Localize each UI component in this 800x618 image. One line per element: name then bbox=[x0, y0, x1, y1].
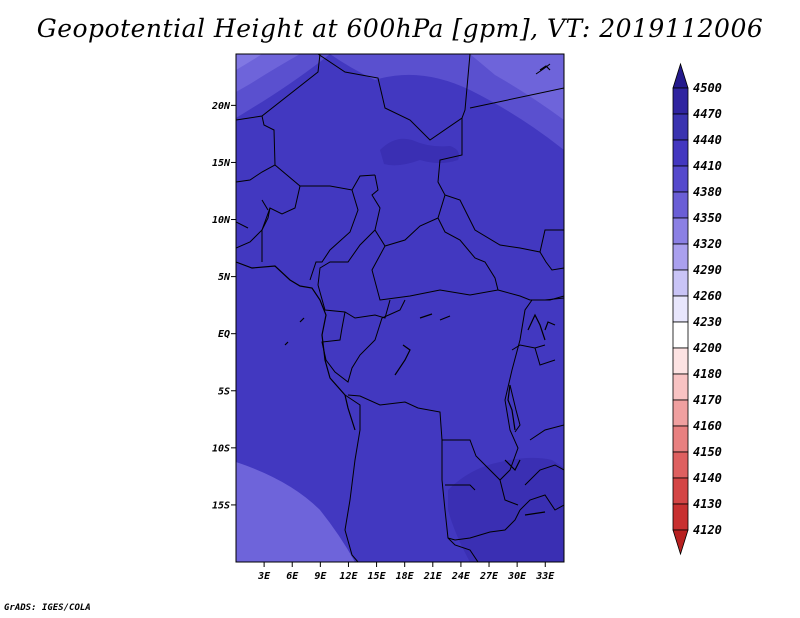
political-borders bbox=[236, 54, 564, 562]
lon-tick-label: 21E bbox=[423, 571, 443, 582]
field-band-nw-inner bbox=[236, 54, 300, 92]
lon-tick-label: 6E bbox=[286, 571, 299, 582]
latitude-axis: 20N 15N 10N 5N EQ 5S 10S 15S bbox=[211, 101, 236, 511]
colorbar-level-label: 4500 bbox=[693, 81, 722, 95]
colorbar-level-label: 4290 bbox=[693, 263, 722, 277]
lat-tick-label: 15N bbox=[212, 158, 231, 169]
colorbar-swatch bbox=[672, 113, 689, 141]
colorbar-swatch bbox=[672, 347, 689, 375]
lon-tick-label: 18E bbox=[396, 571, 415, 582]
colorbar-level-label: 4170 bbox=[693, 393, 722, 407]
lat-tick-label: EQ bbox=[218, 329, 230, 340]
colorbar-swatch bbox=[672, 477, 689, 505]
colorbar-swatch bbox=[672, 295, 689, 323]
lat-tick-label: 10S bbox=[212, 443, 230, 454]
lon-tick-label: 3E bbox=[257, 571, 271, 582]
colorbar-swatch bbox=[672, 503, 689, 531]
colorbar-level-label: 4440 bbox=[693, 133, 722, 147]
colorbar-swatch bbox=[672, 217, 689, 245]
lon-tick-label: 33E bbox=[535, 571, 555, 582]
lon-tick-label: 30E bbox=[507, 571, 527, 582]
colorbar-swatch bbox=[672, 425, 689, 453]
colorbar-level-label: 4180 bbox=[693, 367, 722, 381]
geopotential-field bbox=[236, 54, 564, 562]
colorbar-swatch bbox=[672, 399, 689, 427]
colorbar-swatch bbox=[672, 451, 689, 479]
colorbar-level-label: 4150 bbox=[693, 445, 722, 459]
colorbar-level-label: 4140 bbox=[693, 471, 722, 485]
lon-tick-label: 27E bbox=[479, 571, 499, 582]
colorbar-level-label: 4380 bbox=[693, 185, 722, 199]
colorbar-level-label: 4350 bbox=[693, 211, 722, 225]
colorbar-level-label: 4410 bbox=[693, 159, 722, 173]
map-title: Geopotential Height at 600hPa [gpm], VT:… bbox=[36, 14, 764, 43]
colorbar-swatch bbox=[672, 243, 689, 271]
colorbar: 4500 4470 4440 4410 4380 4350 4320 4290 4260 4230… bbox=[672, 62, 722, 556]
lon-tick-label: 24E bbox=[451, 571, 471, 582]
colorbar-swatch bbox=[672, 165, 689, 193]
lat-tick-label: 20N bbox=[211, 101, 231, 112]
colorbar-level-label: 4230 bbox=[693, 315, 722, 329]
colorbar-swatch bbox=[672, 373, 689, 401]
lon-tick-label: 15E bbox=[368, 571, 387, 582]
colorbar-level-label: 4200 bbox=[693, 341, 722, 355]
field-band-southwest bbox=[236, 462, 355, 562]
lon-tick-label: 9E bbox=[314, 571, 327, 582]
colorbar-swatch bbox=[672, 321, 689, 349]
field-patch-sahara bbox=[380, 138, 459, 166]
colorbar-swatch bbox=[672, 191, 689, 219]
colorbar-level-label: 4470 bbox=[693, 107, 722, 121]
lat-tick-label: 10N bbox=[212, 215, 231, 226]
field-band-nw-core bbox=[236, 54, 262, 70]
colorbar-swatch bbox=[672, 87, 689, 115]
grads-credit: GrADS: IGES/COLA bbox=[4, 603, 91, 613]
colorbar-level-label: 4320 bbox=[693, 237, 722, 251]
longitude-axis: 3E 6E 9E 12E 15E 18E 21E 24E 27E 30E 33E bbox=[257, 562, 555, 582]
colorbar-top-arrow bbox=[672, 62, 689, 89]
lat-tick-label: 5N bbox=[218, 272, 231, 283]
lat-tick-label: 5S bbox=[218, 386, 230, 397]
plot-frame bbox=[235, 53, 565, 563]
colorbar-swatch bbox=[672, 139, 689, 167]
colorbar-level-label: 4130 bbox=[693, 497, 722, 511]
colorbar-level-label: 4120 bbox=[693, 523, 722, 537]
colorbar-bottom-arrow bbox=[672, 529, 689, 556]
coastline bbox=[236, 65, 556, 516]
lon-tick-label: 12E bbox=[339, 571, 358, 582]
colorbar-level-label: 4260 bbox=[693, 289, 722, 303]
colorbar-level-label: 4160 bbox=[693, 419, 722, 433]
lat-tick-label: 15S bbox=[212, 500, 230, 511]
colorbar-swatch bbox=[672, 269, 689, 297]
